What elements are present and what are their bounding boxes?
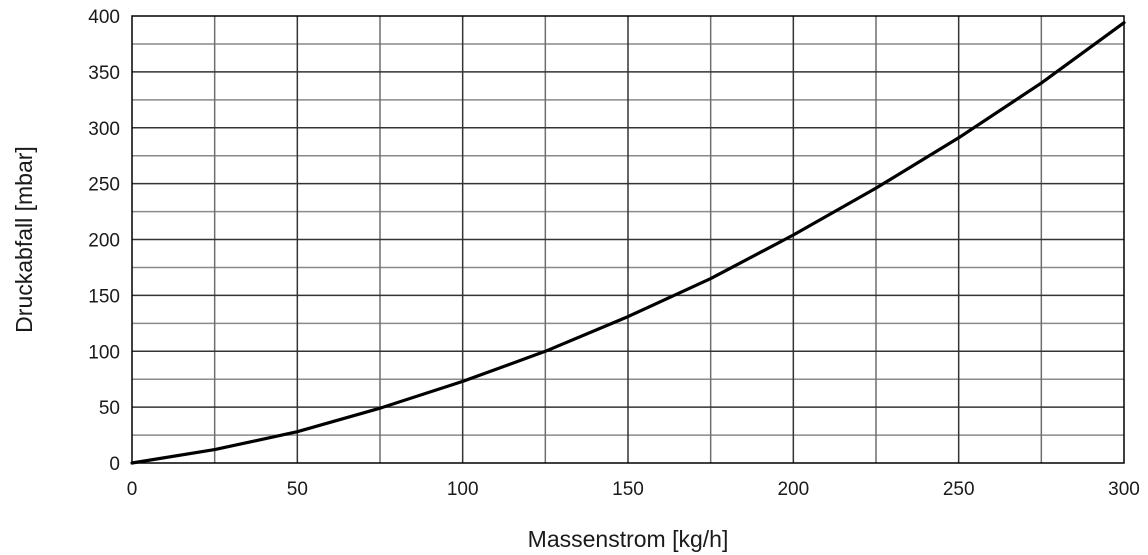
- series-line-0: [130, 21, 1126, 465]
- x-axis-ticks: 0 50 100 150 200 250 300: [127, 479, 1140, 500]
- y-tick-label: 400: [88, 7, 120, 28]
- y-tick-label: 0: [109, 454, 120, 475]
- plot-frame: [131, 15, 1125, 464]
- y-tick-label: 200: [88, 231, 120, 252]
- x-tick-label: 0: [127, 479, 138, 500]
- x-tick-label: 300: [1108, 479, 1140, 500]
- y-tick-label: 100: [88, 342, 120, 363]
- x-tick-label: 150: [612, 479, 644, 500]
- x-tick-label: 250: [943, 479, 975, 500]
- x-tick-label: 50: [287, 479, 308, 500]
- x-tick-label: 200: [777, 479, 809, 500]
- x-axis-title: Massenstrom [kg/h]: [528, 526, 729, 552]
- x-tick-label: 100: [447, 479, 479, 500]
- series-layer: [130, 21, 1126, 465]
- major-grid: [132, 16, 1124, 463]
- y-tick-label: 150: [88, 286, 120, 307]
- y-tick-label: 250: [88, 175, 120, 196]
- y-tick-label: 300: [88, 119, 120, 140]
- y-axis-ticks: 0 50 100 150 200 250 300 350 400: [88, 7, 120, 475]
- y-tick-label: 50: [99, 398, 120, 419]
- y-tick-label: 350: [88, 63, 120, 84]
- y-axis-title: Druckabfall [mbar]: [11, 146, 37, 333]
